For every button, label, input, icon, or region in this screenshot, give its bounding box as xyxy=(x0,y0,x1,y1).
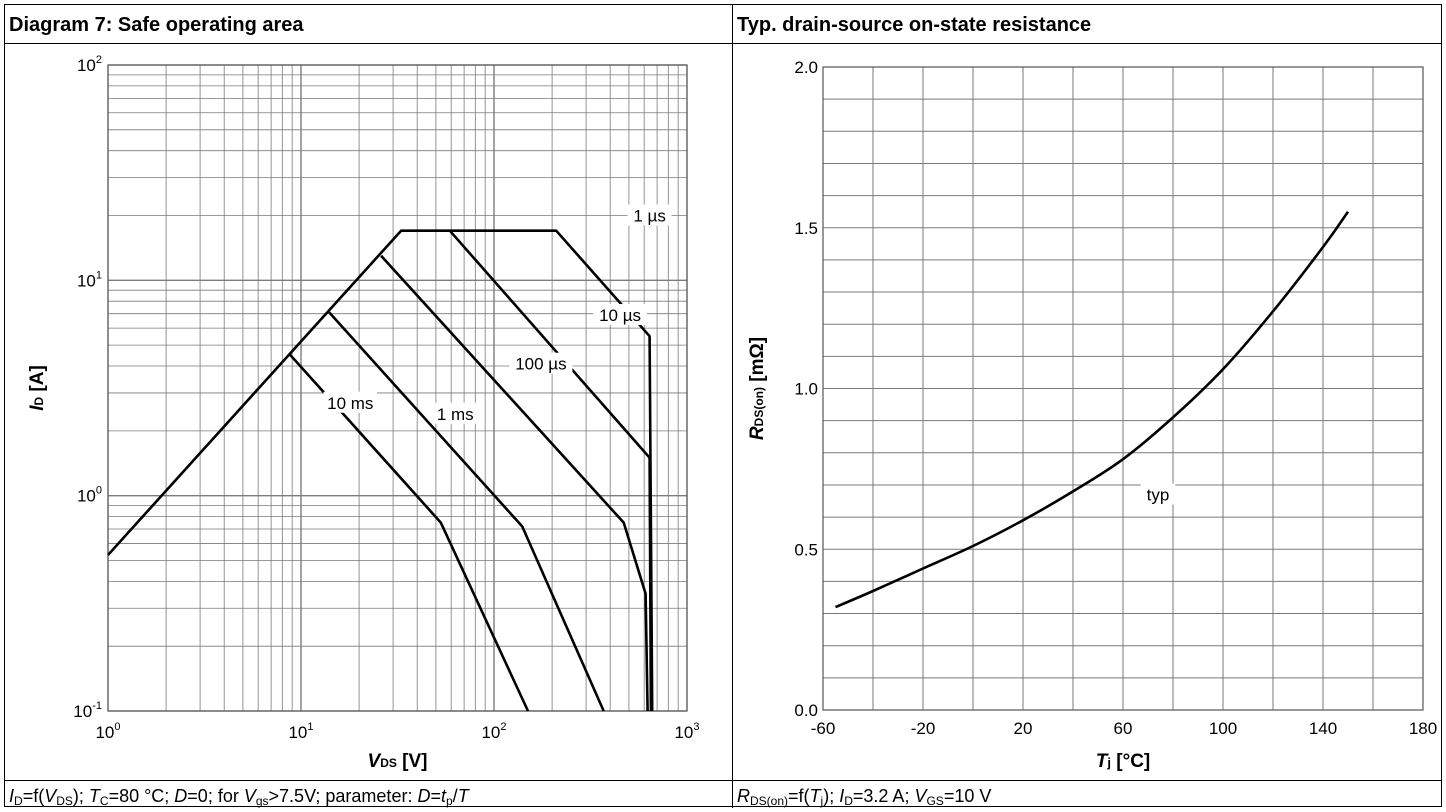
rdson-x-tick-label: -20 xyxy=(911,719,936,738)
rdson-y-axis-label: RDS(on) [mΩ] xyxy=(747,337,768,440)
figure-frame: Diagram 7: Safe operating area Typ. drai… xyxy=(4,4,1442,808)
caption-fragment: R xyxy=(737,786,750,806)
caption-fragment: =3.2 A; xyxy=(852,786,915,806)
caption-fragment: D xyxy=(14,794,23,808)
caption-fragment: =f( xyxy=(22,786,45,806)
rdson-series-label-bg xyxy=(1140,483,1176,505)
soa-chart-caption: ID=f(VDS); TC=80 °C; D=0; for Vgs>7.5V; … xyxy=(9,785,469,812)
soa-x-tick-label: 102 xyxy=(481,721,506,742)
soa-x-tick-label: 100 xyxy=(95,721,120,742)
soa-series-label: 10 ms xyxy=(327,394,373,413)
soa-y-tick-label: 102 xyxy=(77,54,102,75)
panel-divider xyxy=(732,5,733,808)
soa-series-label-bg xyxy=(627,204,672,226)
rdson-y-tick-label: 1.5 xyxy=(794,219,818,238)
soa-y-tick-label: 101 xyxy=(77,269,102,290)
soa-series-label-bg xyxy=(323,391,378,413)
rdson-series-line xyxy=(834,210,1350,609)
caption-divider xyxy=(5,780,1441,781)
caption-fragment: D xyxy=(174,786,188,806)
rdson-y-tick-label: 1.0 xyxy=(794,380,818,399)
caption-fragment: DS xyxy=(56,794,73,808)
soa-series-label-bg xyxy=(509,352,573,374)
caption-fragment: GS xyxy=(926,794,944,808)
caption-fragment: V xyxy=(44,786,57,806)
caption-fragment: =f( xyxy=(788,786,810,806)
soa-plot-area xyxy=(107,64,688,712)
soa-y-tick-label: 100 xyxy=(77,485,102,506)
soa-chart-title: Diagram 7: Safe operating area xyxy=(9,14,304,36)
soa-series-line xyxy=(328,311,605,712)
caption-fragment: V xyxy=(243,786,256,806)
caption-fragment: =0; for xyxy=(187,786,244,806)
caption-fragment: =80 °C; xyxy=(108,786,175,806)
soa-y-axis-label: ID [A] xyxy=(27,365,48,411)
caption-fragment: / xyxy=(452,786,458,806)
soa-series-line xyxy=(380,254,649,712)
rdson-grid xyxy=(822,66,1424,711)
caption-fragment: I xyxy=(9,786,15,806)
soa-series-label: 1 µs xyxy=(633,207,665,226)
soa-x-axis-label: VDS [V] xyxy=(368,751,428,772)
soa-series-label: 1 ms xyxy=(437,405,474,424)
rdson-x-tick-label: 60 xyxy=(1114,719,1133,738)
soa-series-line xyxy=(448,229,653,712)
caption-fragment: ); xyxy=(823,786,840,806)
rdson-plot-area xyxy=(822,66,1424,711)
rdson-chart-title: Typ. drain-source on-state resistance xyxy=(737,14,1092,36)
rdson-y-tick-label: 0.0 xyxy=(794,701,818,720)
rdson-x-tick-label: -60 xyxy=(811,719,836,738)
caption-fragment: >7.5V; parameter: xyxy=(268,786,418,806)
caption-fragment: D xyxy=(844,794,853,808)
caption-fragment: p xyxy=(445,794,453,808)
rdson-series-label: typ xyxy=(1147,486,1170,505)
caption-fragment: ); xyxy=(72,786,89,806)
caption-fragment: T xyxy=(809,786,821,806)
caption-fragment: I xyxy=(839,786,845,806)
caption-fragment: D xyxy=(417,786,431,806)
rdson-x-tick-label: 20 xyxy=(1014,719,1033,738)
caption-fragment: T xyxy=(457,786,469,806)
soa-x-tick-label: 103 xyxy=(674,721,699,742)
title-divider xyxy=(5,43,1441,44)
soa-y-tick-label: 10-1 xyxy=(73,700,102,721)
soa-series-label: 100 µs xyxy=(515,355,566,374)
caption-fragment: j xyxy=(820,794,824,808)
caption-fragment: =10 V xyxy=(943,786,992,806)
soa-grid xyxy=(107,64,688,712)
soa-series-label-bg xyxy=(593,304,647,326)
caption-fragment: C xyxy=(99,794,109,808)
rdson-y-tick-label: 0.5 xyxy=(794,540,818,559)
caption-fragment: t xyxy=(440,786,446,806)
caption-fragment: = xyxy=(430,786,441,806)
rdson-x-tick-label: 140 xyxy=(1309,719,1337,738)
rdson-y-tick-label: 2.0 xyxy=(794,58,818,77)
caption-fragment: T xyxy=(88,786,100,806)
caption-fragment: DS(on) xyxy=(750,794,789,808)
soa-x-tick-label: 101 xyxy=(288,721,313,742)
rdson-x-tick-label: 100 xyxy=(1209,719,1237,738)
caption-fragment: gs xyxy=(255,794,269,808)
rdson-x-tick-label: 180 xyxy=(1409,719,1437,738)
rdson-x-axis-label: Tj [°C] xyxy=(1096,751,1151,772)
soa-series-label: 10 µs xyxy=(599,306,641,325)
soa-series-label-bg xyxy=(433,402,478,424)
rdson-chart-caption: RDS(on)=f(Tj); ID=3.2 A; VGS=10 V xyxy=(737,785,991,812)
caption-fragment: V xyxy=(914,786,927,806)
